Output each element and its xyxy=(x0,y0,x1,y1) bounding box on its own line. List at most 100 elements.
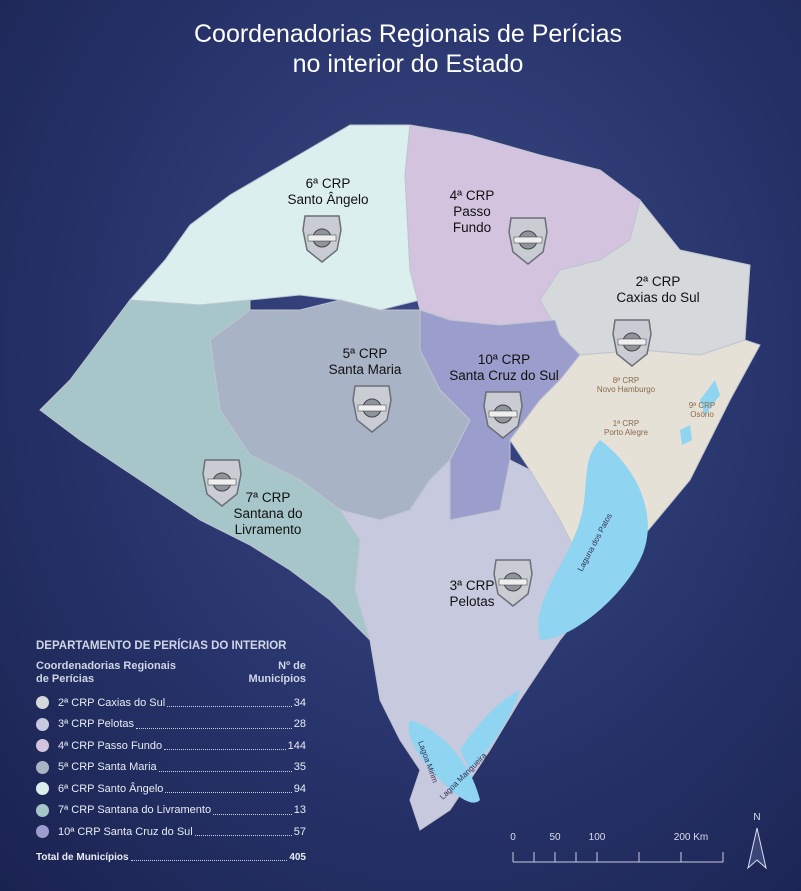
north-label: N xyxy=(753,812,760,823)
lagoon xyxy=(460,690,520,770)
leader xyxy=(136,720,292,729)
sub-region-label: Osório xyxy=(690,410,714,419)
badge-band xyxy=(498,578,528,586)
badge xyxy=(612,319,652,367)
legend-name: 4ª CRP Passo Fundo xyxy=(58,739,163,752)
leader xyxy=(130,852,288,861)
scale-label: 50 xyxy=(549,832,561,843)
legend-swatch xyxy=(36,825,49,839)
sub-region-label: 9ª CRP xyxy=(689,401,716,410)
coast-lakes xyxy=(680,380,720,445)
legend-row: 3ª CRP Pelotas 28 xyxy=(36,714,306,736)
region-label: Fundo xyxy=(453,220,491,235)
north-arrow xyxy=(747,827,767,870)
legend-row: 6ª CRP Santo Ângelo 94 xyxy=(36,778,306,800)
legend-name: 2ª CRP Caxias do Sul xyxy=(58,696,166,709)
legend-count: 144 xyxy=(287,739,306,752)
lagoon xyxy=(408,720,480,803)
legend-swatch xyxy=(36,717,49,731)
legend-row: 5ª CRP Santa Maria 35 xyxy=(36,757,306,779)
regions xyxy=(39,124,761,831)
region-label: 2ª CRP xyxy=(636,274,681,289)
badge-band xyxy=(357,404,387,412)
leader xyxy=(158,763,292,772)
legend-count: 94 xyxy=(293,782,306,795)
scale-label: 0 xyxy=(510,832,516,843)
legend-row: 2ª CRP Caxias do Sul 34 xyxy=(36,692,306,714)
sub-region-label: 8ª CRP xyxy=(613,376,640,385)
region-label: 4ª CRP xyxy=(450,188,495,203)
sub-region-label: 1ª CRP xyxy=(613,419,640,428)
legend-name: 5ª CRP Santa Maria xyxy=(58,761,157,774)
region xyxy=(128,124,421,311)
region xyxy=(338,458,601,831)
scale-label: 200 Km xyxy=(674,832,708,843)
legend-row: 10ª CRP Santa Cruz do Sul 57 xyxy=(36,821,306,843)
region-label: Pelotas xyxy=(449,594,494,609)
sub-region-label: Novo Hamburgo xyxy=(597,385,656,394)
leader xyxy=(165,784,292,794)
badge-band xyxy=(207,478,237,486)
region-label: Santa Maria xyxy=(329,362,402,377)
badge xyxy=(352,385,392,433)
total-value: 405 xyxy=(289,851,306,863)
region-label: Santana do xyxy=(233,506,302,521)
region-label: Caxias do Sul xyxy=(616,290,699,305)
region-label: Passo xyxy=(453,204,491,219)
legend-name: 3ª CRP Pelotas xyxy=(58,718,135,731)
title: Coordenadorias Regionais de Perícias xyxy=(194,20,622,48)
legend-name: 10ª CRP Santa Cruz do Sul xyxy=(58,825,193,838)
legend-swatch xyxy=(36,739,49,753)
badge-band xyxy=(617,338,647,346)
legend-count: 57 xyxy=(293,825,306,838)
legend-heading: DEPARTAMENTO DE PERÍCIAS DO INTERIOR xyxy=(36,640,287,652)
badge-band xyxy=(488,410,518,418)
total-row: Total de Municípios 405 xyxy=(36,852,306,863)
legend-swatch xyxy=(36,782,49,796)
region-label: Livramento xyxy=(235,522,302,537)
col-header: Municípios xyxy=(248,673,306,685)
legend-rows: 2ª CRP Caxias do Sul 34 3ª CRP Pelotas 28 4ª… xyxy=(36,692,306,843)
badge xyxy=(302,215,342,263)
region-label: 7ª CRP xyxy=(246,490,291,505)
leader xyxy=(213,806,292,815)
legend-row: 4ª CRP Passo Fundo 144 xyxy=(36,735,306,757)
region-label: 3ª CRP xyxy=(450,578,495,593)
legend-count: 13 xyxy=(293,804,306,817)
legend-name: 7ª CRP Santana do Livramento xyxy=(58,804,212,817)
leader xyxy=(167,698,292,708)
legend-swatch xyxy=(36,803,49,817)
legend-count: 28 xyxy=(293,718,306,731)
badge-band xyxy=(513,236,543,244)
col-header: Nº de xyxy=(278,660,306,672)
total-label: Total de Municípios xyxy=(36,851,129,863)
badge xyxy=(202,459,242,507)
region-label: 5ª CRP xyxy=(343,346,388,361)
legend-name: 6ª CRP Santo Ângelo xyxy=(58,782,164,795)
region-label: Santo Ângelo xyxy=(287,192,368,207)
col-header: Coordenadorias Regionais xyxy=(36,660,176,672)
region-label: Santa Cruz do Sul xyxy=(449,368,559,383)
leader xyxy=(164,741,286,751)
badge xyxy=(493,559,533,607)
lagoon xyxy=(538,440,648,640)
col-header: de Perícias xyxy=(36,673,95,685)
badge xyxy=(508,217,548,265)
badge xyxy=(483,391,523,439)
legend-swatch xyxy=(36,760,49,774)
region-label: 10ª CRP xyxy=(478,352,530,367)
leader xyxy=(194,827,292,837)
region-label: 6ª CRP xyxy=(306,176,351,191)
legend-row: 7ª CRP Santana do Livramento 13 xyxy=(36,800,306,822)
legend-columns: Coordenadorias Regionais de Perícias Nº d… xyxy=(36,660,306,686)
sub-region-label: Porto Alegre xyxy=(604,428,649,437)
legend: DEPARTAMENTO DE PERÍCIAS DO INTERIOR Coo… xyxy=(36,640,306,863)
legend-swatch xyxy=(36,696,49,710)
title: no interior do Estado xyxy=(293,50,524,78)
badge-band xyxy=(307,234,337,242)
legend-count: 34 xyxy=(293,696,306,709)
legend-count: 35 xyxy=(293,761,306,774)
scale-label: 100 xyxy=(589,832,606,843)
